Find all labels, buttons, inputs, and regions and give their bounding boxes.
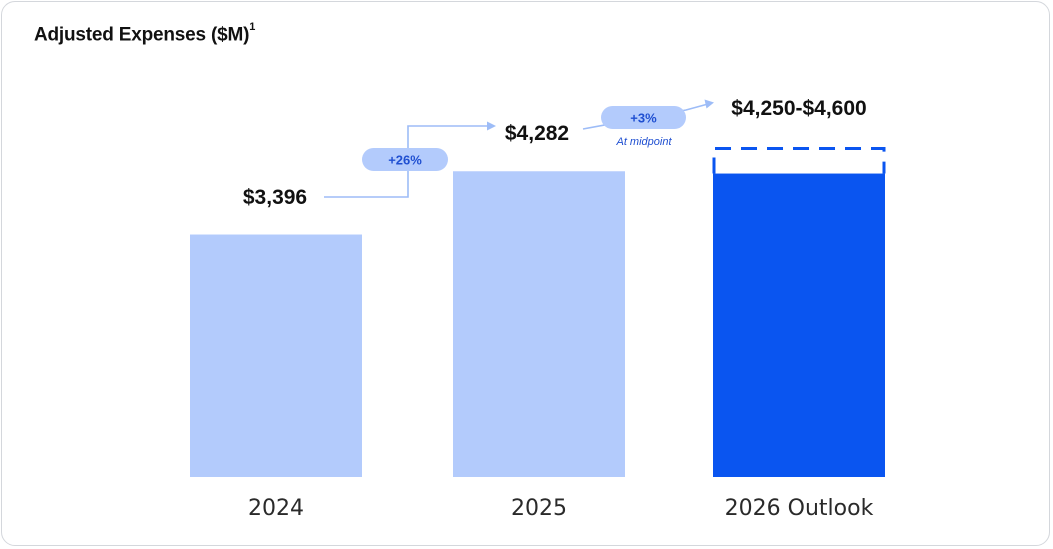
connector-arrow-1 <box>487 121 496 131</box>
range-bracket <box>712 147 886 174</box>
value-label-2024: $3,396 <box>243 186 307 209</box>
bar-1 <box>190 234 362 477</box>
change-pill-1 <box>362 148 448 171</box>
connector-arrow-2 <box>704 99 714 109</box>
change-label-2: +3% <box>630 111 657 126</box>
chart-title-text: Adjusted Expenses ($M) <box>34 24 250 46</box>
value-label-2025: $4,282 <box>505 122 569 145</box>
change-pill-2 <box>601 106 686 129</box>
title-footnote: 1 <box>249 21 256 33</box>
category-label-1: 2024 <box>248 496 304 521</box>
bar-3 <box>713 173 885 478</box>
bar-2 <box>453 171 625 477</box>
category-label-2: 2025 <box>511 496 567 521</box>
value-label-2026-outlook: $4,250-$4,600 <box>731 97 866 120</box>
change-label-1: +26% <box>388 153 422 168</box>
change-note-2: At midpoint <box>615 136 672 148</box>
chart-title: Adjusted Expenses ($M)1 <box>34 21 256 46</box>
category-label-3: 2026 Outlook <box>725 496 874 521</box>
